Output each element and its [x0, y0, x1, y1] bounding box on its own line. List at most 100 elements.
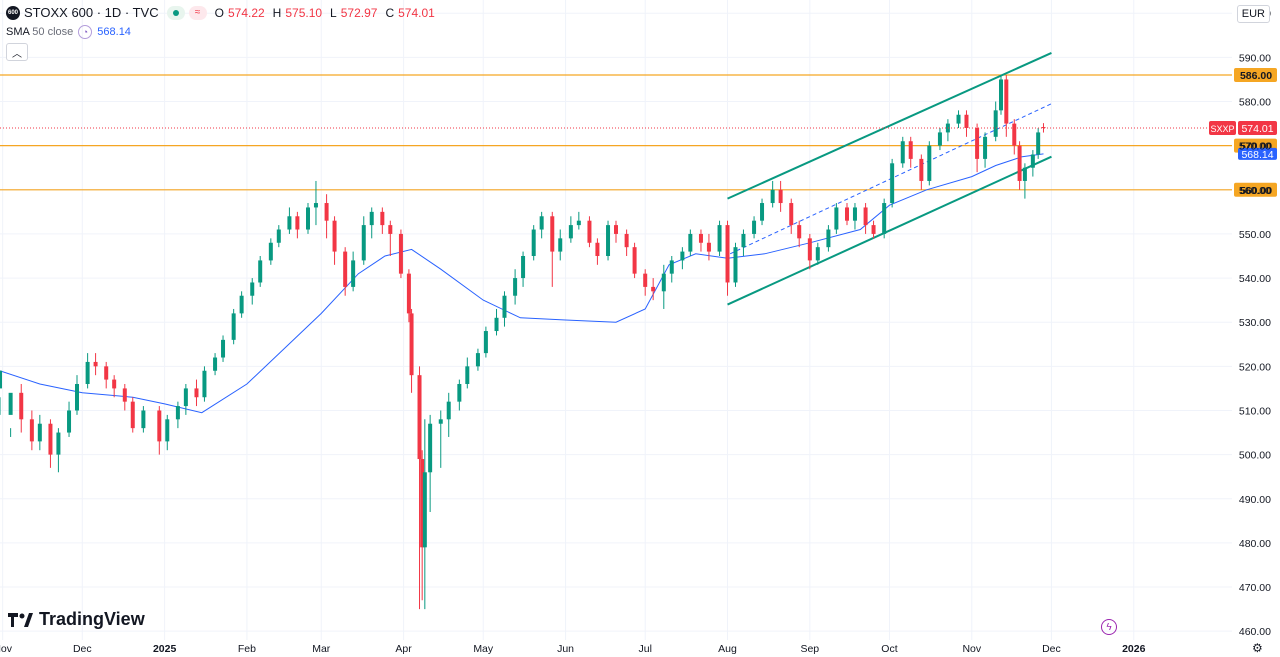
candle [890, 158, 895, 208]
candle [388, 220, 393, 256]
candle [815, 242, 820, 265]
candle-body [422, 472, 427, 548]
price-tick-label: 570.00 [1239, 141, 1271, 153]
candle [717, 220, 722, 256]
candle-body [202, 370, 207, 398]
candle-body [1036, 132, 1041, 155]
currency-selector[interactable]: EUR [1236, 5, 1270, 23]
sma-tag [1238, 147, 1277, 160]
time-tick-label: Dec [73, 643, 92, 655]
candle-body [1041, 127, 1046, 129]
candle-body [295, 216, 300, 230]
candle-body [351, 260, 356, 287]
tradingview-logo[interactable]: TradingView [8, 609, 145, 630]
market-status-icon[interactable] [166, 5, 185, 20]
candle [826, 225, 831, 252]
current-price-tag [1238, 120, 1277, 135]
candle-body [483, 331, 488, 354]
candle-body [157, 410, 162, 442]
candle [465, 357, 470, 389]
candle-body [324, 203, 329, 221]
candle-body [531, 229, 536, 256]
candle-body [852, 207, 857, 221]
candle-body [680, 251, 685, 261]
candle [945, 119, 950, 142]
candle-body [175, 406, 180, 420]
candle-body [587, 220, 592, 243]
price-tick-label: 500.00 [1239, 450, 1271, 462]
candle-body [67, 410, 72, 433]
candle-body [521, 256, 526, 279]
candle-body [398, 233, 403, 274]
price-axis: 460.00 470.00 480.00 490.00 500.00 510.00 520.… [1239, 8, 1271, 638]
candle [807, 233, 812, 270]
candle [964, 110, 969, 137]
candle-body [643, 273, 648, 287]
candle-body [826, 229, 831, 248]
candle [502, 291, 507, 327]
candle-body [141, 410, 146, 429]
candle-body [29, 419, 34, 442]
candle-body [446, 401, 451, 420]
candle [688, 229, 693, 256]
candle [202, 366, 207, 402]
candle [760, 198, 765, 226]
price-tick-label: 530.00 [1239, 317, 1271, 329]
candle [983, 132, 988, 168]
candle [513, 269, 518, 305]
gear-icon[interactable]: ⚙ [1252, 641, 1263, 655]
candle [789, 198, 794, 234]
candle-body [258, 260, 263, 283]
symbol-badge-icon: 600 [6, 5, 20, 20]
candle-body [417, 375, 422, 460]
candle-body [871, 225, 876, 234]
candle-body [438, 419, 443, 424]
time-tick-label: May [473, 643, 494, 655]
candle-body [122, 388, 127, 402]
candle [741, 229, 746, 256]
level-label: 560.00 [1240, 185, 1272, 197]
price-tick-label: 580.00 [1239, 97, 1271, 109]
candle-body [8, 392, 13, 415]
candle [239, 291, 244, 318]
time-tick-label: Nov [962, 643, 981, 655]
candle [521, 251, 526, 287]
sma-settings-icon[interactable]: ◔ [78, 25, 93, 39]
candle-body [927, 145, 932, 181]
candle-body [420, 459, 425, 548]
candle [420, 450, 425, 601]
data-delay-icon[interactable]: ≈ [188, 5, 207, 20]
candle-body [807, 238, 812, 261]
candle-body [937, 132, 942, 146]
candle-body [287, 216, 292, 230]
candle [343, 247, 348, 296]
symbol-title[interactable]: STOXX 600 · 1D · TVC [24, 5, 159, 20]
price-tick-label: 480.00 [1239, 538, 1271, 550]
candle-body [369, 211, 374, 226]
sma-legend[interactable]: SMA 50 close ◔ 568.14 [6, 25, 131, 39]
candle [56, 428, 61, 473]
candle-body [778, 189, 783, 204]
lightning-icon[interactable]: ϟ [1101, 619, 1117, 635]
candle-body [945, 123, 950, 133]
candle-body [513, 278, 518, 296]
candle [428, 414, 433, 512]
symbol-tag [1209, 120, 1236, 135]
logo-text: TradingView [39, 609, 145, 629]
candle-body [733, 247, 738, 283]
candle [624, 229, 629, 256]
candle [8, 392, 13, 437]
candle-body [752, 220, 757, 234]
channel-lower-line [727, 155, 1052, 306]
candle [104, 361, 109, 389]
candle [908, 136, 913, 168]
time-axis: Nov Dec 2025 Feb Mar Apr May Jun Jul Aug Sep Oct Nov… [0, 643, 1146, 655]
candle-body [595, 242, 600, 256]
candle [733, 242, 738, 287]
close-key: C [385, 5, 395, 20]
candle-body [558, 238, 563, 252]
collapse-chevron-icon[interactable]: ︿ [6, 43, 28, 61]
candle [0, 370, 2, 415]
sma-label: SMA 50 close [6, 26, 73, 38]
